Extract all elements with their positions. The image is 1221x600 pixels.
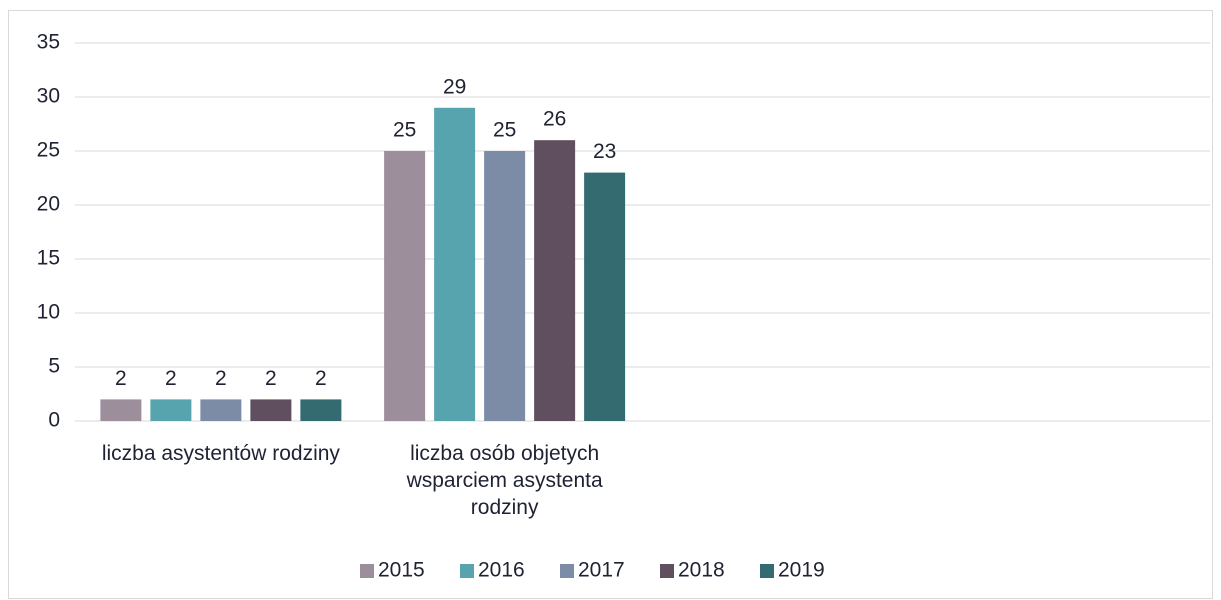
bar xyxy=(534,140,576,421)
y-tick-label: 25 xyxy=(37,139,60,162)
legend-label: 2017 xyxy=(578,559,625,582)
data-label: 26 xyxy=(543,108,566,131)
legend-label: 2016 xyxy=(478,559,525,582)
bar xyxy=(250,399,292,421)
bar xyxy=(434,107,476,422)
bar xyxy=(484,151,526,421)
data-label: 2 xyxy=(215,367,227,390)
legend-swatch xyxy=(660,564,674,578)
data-label: 23 xyxy=(593,140,616,163)
data-label: 25 xyxy=(493,119,516,142)
data-label: 2 xyxy=(315,367,327,390)
data-label: 2 xyxy=(115,367,127,390)
data-label: 25 xyxy=(393,119,416,142)
data-label: 29 xyxy=(443,75,466,98)
bar xyxy=(100,399,142,421)
y-tick-label: 30 xyxy=(37,85,60,108)
legend-swatch xyxy=(760,564,774,578)
legend-label: 2019 xyxy=(778,559,825,582)
bar xyxy=(584,172,626,421)
legend-swatch xyxy=(360,564,374,578)
y-tick-label: 10 xyxy=(37,301,60,324)
bar xyxy=(200,399,242,421)
chart-border xyxy=(8,10,1213,599)
legend-swatch xyxy=(560,564,574,578)
legend-label: 2015 xyxy=(378,559,425,582)
data-label: 2 xyxy=(265,367,277,390)
bar xyxy=(300,399,342,421)
y-tick-label: 20 xyxy=(37,193,60,216)
y-tick-label: 0 xyxy=(48,409,60,432)
x-tick-label: liczba osób objetych wsparciem asystenta… xyxy=(406,442,603,519)
bar xyxy=(384,151,426,421)
data-label: 2 xyxy=(165,367,177,390)
y-tick-label: 5 xyxy=(48,355,60,378)
legend-label: 2018 xyxy=(678,559,725,582)
bar xyxy=(150,399,192,421)
y-tick-label: 35 xyxy=(37,31,60,54)
x-tick-label: liczba asystentów rodziny xyxy=(101,442,340,465)
legend-swatch xyxy=(460,564,474,578)
y-tick-label: 15 xyxy=(37,247,60,270)
